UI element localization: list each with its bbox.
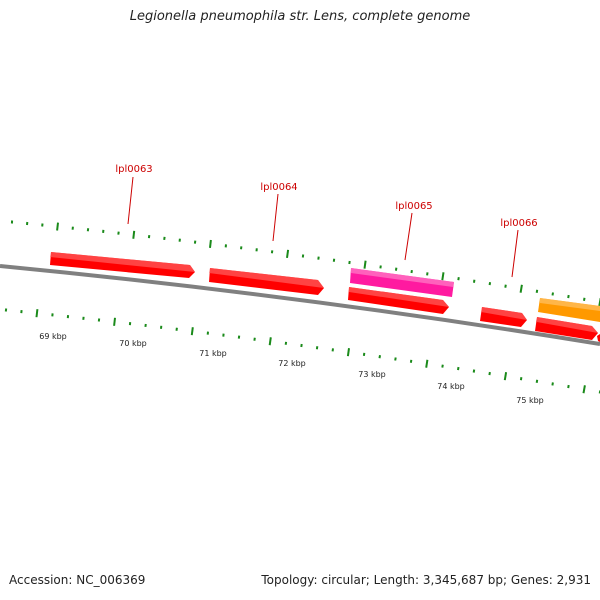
major-tick (346, 348, 350, 357)
gene-label-lpl0065[interactable]: lpl0065 (395, 201, 432, 212)
scale-label-69kbp: 69 kbp (39, 332, 67, 341)
major-tick (503, 372, 508, 381)
feature-inner-1[interactable] (348, 287, 449, 314)
major-tick (35, 309, 39, 318)
label-leader-line (127, 176, 134, 225)
major-tick (113, 317, 116, 326)
minor-tick (457, 277, 460, 281)
minor-tick (488, 282, 492, 286)
minor-tick (441, 364, 444, 368)
cds-arrow-highlight (349, 287, 449, 307)
feature-inner-2[interactable] (480, 307, 527, 327)
minor-tick (472, 369, 476, 373)
feature-lpl0064[interactable] (209, 268, 324, 295)
minor-tick (535, 379, 539, 383)
gene-label-lpl0063[interactable]: lpl0063 (115, 164, 152, 175)
minor-tick (583, 297, 586, 301)
accession-text: Accession: NC_006369 (9, 573, 146, 587)
major-tick (209, 239, 212, 249)
major-tick (56, 222, 59, 231)
topology-summary-text: Topology: circular; Length: 3,345,687 bp… (261, 573, 591, 587)
label-leader-line (404, 212, 413, 261)
scale-label-70kbp: 70 kbp (119, 339, 147, 348)
feature-inner-3[interactable] (535, 317, 600, 342)
inner-tick-track (4, 308, 600, 394)
minor-tick (378, 355, 381, 359)
scale-label-74kbp: 74 kbp (437, 382, 465, 391)
minor-tick (535, 289, 539, 293)
feature-lpl0065[interactable] (350, 268, 454, 297)
cds-arrow-highlight (481, 307, 527, 320)
label-leader-line (272, 193, 279, 242)
scale-label-71kbp: 71 kbp (199, 349, 227, 358)
minor-tick (488, 371, 491, 376)
cds-arrow-tail[interactable] (597, 334, 600, 342)
scale-label-75kbp: 75 kbp (516, 396, 544, 405)
major-tick (582, 385, 586, 394)
cds-arrow-highlight (50, 252, 195, 272)
major-tick (132, 230, 136, 239)
minor-tick (394, 267, 398, 271)
minor-tick (567, 384, 570, 389)
feature-lpl0063[interactable] (50, 252, 195, 278)
feature-lpl0066-outer[interactable] (538, 298, 600, 322)
minor-tick (504, 284, 507, 288)
minor-tick (519, 377, 523, 381)
minor-tick (551, 292, 554, 296)
minor-tick (567, 294, 570, 299)
scale-label-72kbp: 72 kbp (278, 359, 306, 368)
label-leader-line (511, 229, 519, 278)
map-title: Legionella pneumophila str. Lens, comple… (129, 9, 471, 24)
major-tick (519, 284, 523, 293)
minor-tick (457, 366, 460, 371)
gene-label-lpl0064[interactable]: lpl0064 (260, 182, 297, 193)
gene-label-lpl0066[interactable]: lpl0066 (500, 218, 537, 229)
cds-box-pink-highlight (351, 268, 454, 287)
major-tick (441, 272, 445, 281)
cds-arrow-highlight (537, 317, 598, 333)
genome-backbone (0, 264, 600, 346)
outer-tick-track (10, 220, 600, 307)
major-tick (190, 327, 194, 336)
major-tick (363, 260, 367, 269)
major-tick (268, 337, 272, 346)
cds-box-orange-highlight (540, 298, 600, 311)
scale-label-73kbp: 73 kbp (358, 370, 386, 379)
minor-tick (551, 382, 554, 386)
cds-arrow-highlight (209, 268, 324, 288)
major-tick (425, 359, 429, 368)
minor-tick (394, 357, 397, 361)
major-tick (286, 249, 290, 259)
